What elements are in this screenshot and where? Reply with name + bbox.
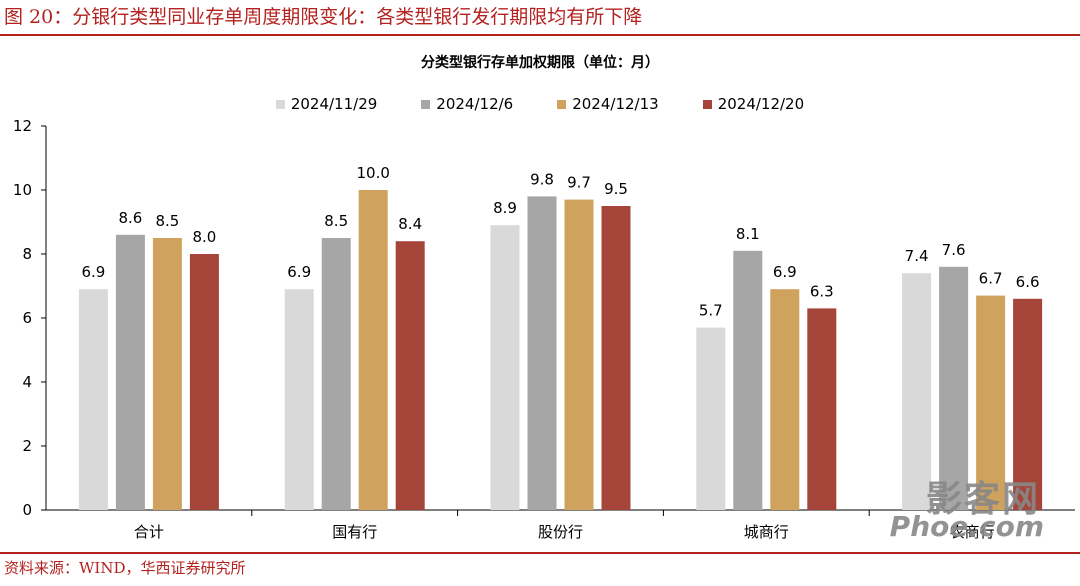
legend-label: 2024/11/29 bbox=[290, 95, 378, 113]
bar bbox=[321, 238, 351, 510]
y-tick-label: 2 bbox=[22, 437, 32, 455]
data-label: 8.5 bbox=[324, 212, 348, 230]
data-label: 8.0 bbox=[192, 228, 216, 246]
x-category-label: 股份行 bbox=[538, 523, 583, 541]
bar bbox=[601, 206, 631, 510]
data-label: 5.7 bbox=[699, 302, 723, 320]
data-label: 6.9 bbox=[773, 263, 797, 281]
data-label: 6.9 bbox=[81, 263, 105, 281]
data-label: 7.4 bbox=[905, 247, 929, 265]
x-category-label: 合计 bbox=[134, 523, 164, 541]
legend-label: 2024/12/13 bbox=[572, 95, 659, 113]
bottom-rule bbox=[0, 552, 1080, 554]
watermark: 影客网 Phoe.com bbox=[858, 470, 1048, 550]
data-label: 9.8 bbox=[530, 170, 554, 188]
bar bbox=[284, 289, 314, 510]
bar bbox=[939, 266, 969, 510]
legend-swatch bbox=[702, 99, 712, 109]
legend-item: 2024/12/20 bbox=[702, 95, 805, 113]
bar bbox=[527, 196, 557, 510]
bar bbox=[770, 289, 800, 510]
bar bbox=[78, 289, 108, 510]
chart-title: 分类型银行存单加权期限（单位：月） bbox=[421, 55, 659, 71]
bar bbox=[358, 190, 388, 510]
x-category-label: 国有行 bbox=[332, 523, 377, 541]
bar bbox=[189, 254, 219, 510]
bar bbox=[564, 199, 594, 510]
legend: 2024/11/29 2024/12/6 2024/12/13 2024/12/… bbox=[0, 95, 1080, 113]
watermark-text: Phoe.com bbox=[889, 510, 1044, 543]
data-label: 6.9 bbox=[287, 263, 311, 281]
data-label: 6.3 bbox=[810, 282, 834, 300]
bar bbox=[902, 273, 932, 510]
data-label: 8.4 bbox=[398, 215, 422, 233]
legend-label: 2024/12/6 bbox=[436, 95, 514, 113]
y-tick-label: 8 bbox=[22, 245, 32, 263]
bar bbox=[733, 250, 763, 511]
legend-item: 2024/11/29 bbox=[275, 95, 378, 113]
x-category-label: 农商行 bbox=[950, 523, 995, 541]
y-tick-label: 6 bbox=[22, 309, 32, 327]
top-rule bbox=[0, 34, 1080, 36]
data-label: 10.0 bbox=[356, 164, 389, 182]
data-label: 9.5 bbox=[604, 180, 628, 198]
watermark-text: 影客网 bbox=[925, 479, 1040, 520]
bar bbox=[807, 308, 837, 510]
y-tick-label: 0 bbox=[22, 501, 32, 519]
data-label: 8.9 bbox=[493, 199, 517, 217]
y-tick-label: 10 bbox=[13, 181, 32, 199]
bar bbox=[976, 295, 1006, 510]
legend-swatch bbox=[421, 99, 431, 109]
bar bbox=[1013, 298, 1043, 510]
legend-item: 2024/12/13 bbox=[557, 95, 659, 113]
legend-item: 2024/12/6 bbox=[421, 95, 513, 113]
data-label: 8.6 bbox=[118, 209, 142, 227]
bar bbox=[696, 327, 726, 510]
x-category-label: 城商行 bbox=[744, 523, 789, 541]
data-label: 6.7 bbox=[979, 270, 1003, 288]
data-label: 8.5 bbox=[155, 212, 179, 230]
legend-swatch bbox=[275, 99, 285, 109]
data-label: 8.1 bbox=[736, 225, 760, 243]
bar bbox=[115, 234, 145, 511]
legend-label: 2024/12/20 bbox=[717, 95, 805, 113]
bar bbox=[152, 238, 182, 510]
legend-swatch bbox=[557, 99, 567, 109]
data-label: 9.7 bbox=[567, 174, 591, 192]
bar bbox=[395, 241, 425, 510]
bar bbox=[490, 225, 520, 510]
y-tick-label: 12 bbox=[13, 117, 32, 135]
data-label: 6.6 bbox=[1016, 273, 1040, 291]
figure-title: 图 20：分银行类型同业存单周度期限变化：各类型银行发行期限均有所下降 bbox=[4, 6, 643, 28]
y-tick-label: 4 bbox=[22, 373, 32, 391]
source-note: 资料来源：WIND，华西证券研究所 bbox=[4, 559, 246, 577]
data-label: 7.6 bbox=[942, 241, 966, 259]
